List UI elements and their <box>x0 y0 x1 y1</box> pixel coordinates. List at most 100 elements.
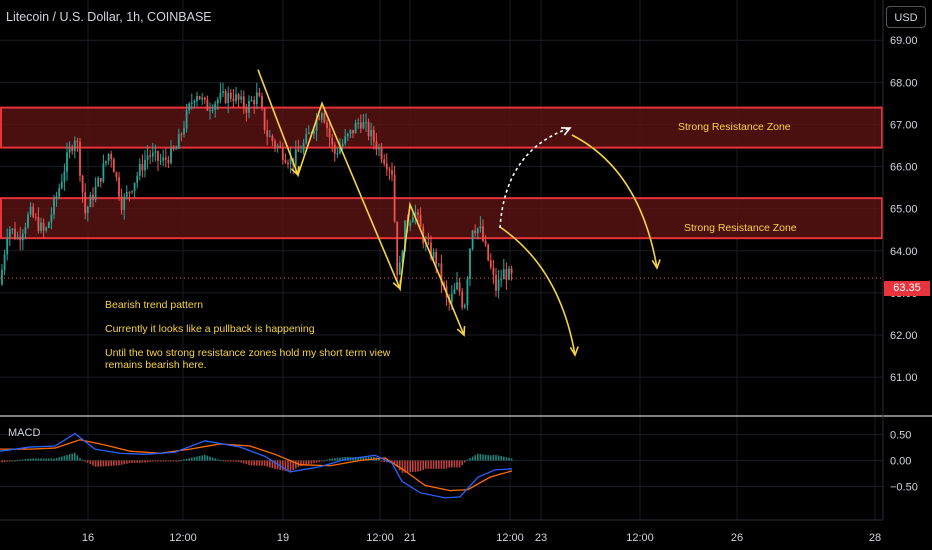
x-tick-label: 12:00 <box>496 532 524 544</box>
macd-histogram-bar <box>89 460 92 465</box>
macd-histogram-bar <box>313 460 315 464</box>
trend-zigzag <box>257 69 465 336</box>
candle-body <box>47 222 50 228</box>
candle-body <box>53 198 55 215</box>
candle-body <box>89 194 92 207</box>
candle-body <box>227 92 230 103</box>
macd-histogram-bar <box>440 460 443 469</box>
macd-histogram-bar <box>40 458 42 461</box>
macd-histogram-bar <box>248 460 250 466</box>
candle-body <box>326 122 328 129</box>
symbol-title[interactable]: Litecoin / U.S. Dollar, 1h, COINBASE <box>6 10 212 24</box>
candle-body <box>214 103 217 110</box>
macd-histogram-bar <box>466 459 469 461</box>
macd-pane <box>0 432 513 499</box>
candle-body <box>495 274 497 291</box>
candle-body <box>508 268 510 280</box>
candle-body <box>112 159 115 173</box>
candle-body <box>469 248 471 279</box>
candle-body <box>185 110 188 129</box>
macd-histogram-bar <box>240 460 242 463</box>
macd-histogram-bar <box>87 460 89 463</box>
macd-histogram-bar <box>417 460 419 472</box>
macd-histogram-bar <box>97 460 99 467</box>
macd-histogram-bar <box>22 459 24 461</box>
macd-histogram-bar <box>510 458 513 461</box>
macd-histogram-bar <box>110 460 112 466</box>
macd-histogram-bar <box>146 460 149 463</box>
candle-body <box>138 163 141 176</box>
y-tick-label: 61.00 <box>890 372 918 384</box>
x-tick-label: 12:00 <box>366 532 394 544</box>
candle-body <box>224 91 227 103</box>
macd-histogram-bar <box>274 460 276 469</box>
x-tick-label: 12:00 <box>169 532 197 544</box>
candle-body <box>492 267 495 275</box>
candle-body <box>383 159 386 164</box>
candle-body <box>162 157 165 161</box>
macd-histogram-bar <box>123 460 125 465</box>
currency-button[interactable]: USD <box>886 6 926 28</box>
candle-body <box>297 149 300 152</box>
candle-body <box>471 230 474 249</box>
macd-histogram-bar <box>37 458 40 461</box>
candle-body <box>172 147 175 150</box>
note-view: Until the two strong resistance zones ho… <box>105 347 391 371</box>
candle-body <box>437 263 440 265</box>
macd-histogram-bar <box>427 460 430 469</box>
candle-body <box>432 251 435 258</box>
macd-histogram-bar <box>167 460 170 462</box>
candle-body <box>289 158 292 165</box>
macd-histogram-bar <box>214 458 216 461</box>
macd-histogram-bar <box>383 460 385 463</box>
candle-body <box>411 217 414 223</box>
macd-label[interactable]: MACD <box>8 427 41 439</box>
candle-body <box>84 192 87 214</box>
candle-body <box>474 230 477 234</box>
macd-histogram-bar <box>94 460 97 467</box>
macd-histogram-bar <box>61 456 63 461</box>
macd-histogram-bar <box>105 460 107 467</box>
candle-body <box>281 147 284 161</box>
candle-body <box>123 196 126 210</box>
candle-body <box>149 155 152 157</box>
candle-body <box>32 206 35 217</box>
candle-body <box>34 216 37 218</box>
candle-body <box>3 254 6 270</box>
arrowhead <box>560 127 572 136</box>
macd-histogram-bar <box>258 460 261 466</box>
candle-body <box>240 96 243 100</box>
candle-body <box>206 99 209 111</box>
candle-body <box>300 151 302 153</box>
candle-body <box>430 242 432 258</box>
macd-histogram-bar <box>48 458 50 461</box>
candle-body <box>27 214 29 228</box>
macd-histogram-bar <box>490 455 492 461</box>
macd-histogram-bar <box>289 460 292 472</box>
candle-body <box>60 181 63 189</box>
candle-body <box>120 196 123 210</box>
candle-body <box>315 118 318 131</box>
macd-histogram-bar <box>157 460 159 462</box>
candle-body <box>346 133 349 137</box>
macd-histogram-bar <box>256 460 258 466</box>
candle-body <box>401 251 404 263</box>
candle-body <box>81 175 84 193</box>
candle-body <box>287 162 289 165</box>
candle-body <box>313 130 315 134</box>
macd-tick-label: 0.50 <box>890 430 911 442</box>
candle-body <box>167 159 170 164</box>
candle-body <box>248 100 250 113</box>
candle-body <box>250 100 253 102</box>
macd-histogram-bar <box>128 460 131 464</box>
candle-body <box>99 177 102 182</box>
macd-histogram-bar <box>321 460 323 462</box>
macd-histogram-bar <box>68 454 71 461</box>
macd-histogram-bar <box>115 460 118 466</box>
macd-histogram-bar <box>305 460 307 465</box>
macd-histogram-bar <box>175 460 177 462</box>
candle-body <box>261 96 263 109</box>
macd-histogram-bar <box>32 458 34 461</box>
